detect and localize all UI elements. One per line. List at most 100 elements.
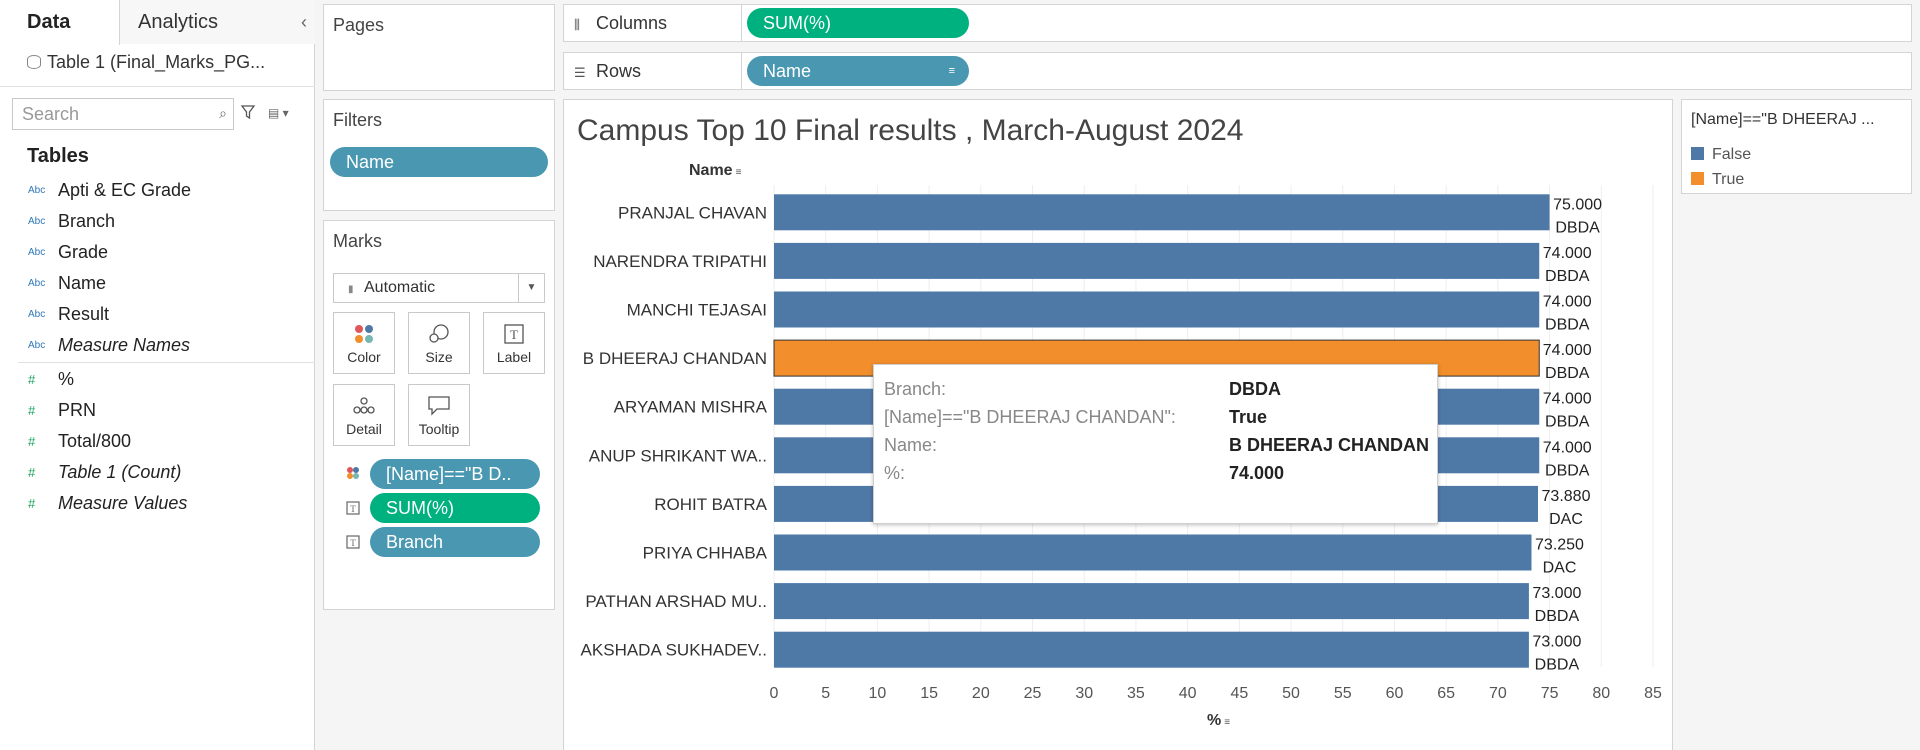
field-measure-values[interactable]: # Measure Values xyxy=(28,493,188,513)
x-tick-label: 40 xyxy=(1179,685,1197,702)
row-label: NARENDRA TRIPATHI xyxy=(593,252,767,271)
bar-chart-icon: ▮ xyxy=(348,284,354,295)
row-label: ROHIT BATRA xyxy=(654,495,767,514)
datasource[interactable]: Table 1 (Final_Marks_PG... xyxy=(27,52,265,73)
color-button[interactable]: Color xyxy=(333,312,395,374)
x-tick-label: 65 xyxy=(1437,685,1455,702)
string-type-icon: Abc xyxy=(28,216,46,227)
filters-shelf[interactable]: Filters Name xyxy=(323,99,555,211)
sort-icon: ≡ xyxy=(948,65,955,77)
mark-type-value: Automatic xyxy=(364,279,436,296)
rows-shelf[interactable]: ☰ Rows Name ≡ xyxy=(563,52,1912,90)
legend-swatch xyxy=(1691,147,1704,160)
row-label: PRANJAL CHAVAN xyxy=(618,203,767,222)
divider xyxy=(0,86,315,87)
field-grade[interactable]: Abc Grade xyxy=(28,242,109,262)
field-table-count[interactable]: # Table 1 (Count) xyxy=(28,462,182,482)
row-label: AKSHADA SUKHADEV.. xyxy=(581,641,767,660)
data-label-value: 74.000 xyxy=(1543,245,1592,262)
chart-title: Campus Top 10 Final results , March-Augu… xyxy=(577,114,1244,147)
data-label-value: 74.000 xyxy=(1543,391,1592,408)
field-branch[interactable]: Abc Branch xyxy=(28,211,116,231)
view-options-icon[interactable]: ▤ ▾ xyxy=(268,106,289,120)
label-icon: T xyxy=(504,324,524,344)
field-percent[interactable]: #% xyxy=(28,369,75,389)
search-placeholder: Search xyxy=(22,104,80,124)
datasource-icon xyxy=(27,55,41,69)
detail-label: Detail xyxy=(346,421,382,437)
columns-shelf[interactable]: ⫼ Columns SUM(%) xyxy=(563,4,1912,42)
data-label-branch: DBDA xyxy=(1545,317,1590,334)
detail-button[interactable]: Detail xyxy=(333,384,395,446)
data-label-value: 75.000 xyxy=(1553,196,1602,213)
label-field-pill-branch[interactable]: Branch xyxy=(370,527,540,557)
color-icon xyxy=(355,325,373,343)
number-type-icon: # xyxy=(28,372,36,387)
size-label: Size xyxy=(425,349,453,365)
search-icon: ⌕ xyxy=(219,105,227,121)
field-total-800[interactable]: # Total/800 xyxy=(28,431,132,451)
data-label-value: 74.000 xyxy=(1543,294,1592,311)
rows-label: ☰ Rows xyxy=(564,53,742,89)
x-tick-label: 15 xyxy=(920,685,938,702)
data-label-branch: DBDA xyxy=(1545,268,1590,285)
marks-label: Marks xyxy=(333,231,382,251)
rows-icon: ☰ xyxy=(574,65,586,80)
row-header[interactable]: Name ≡ xyxy=(689,162,742,179)
data-label-value: 74.000 xyxy=(1543,439,1592,456)
columns-icon: ⫼ xyxy=(574,17,580,32)
legend-item-true[interactable]: True xyxy=(1691,171,1744,189)
color-legend[interactable]: [Name]=="B DHEERAJ ... False True xyxy=(1681,99,1912,194)
row-label: PRIYA CHHABA xyxy=(643,544,768,563)
tab-analytics[interactable]: Analytics xyxy=(120,0,315,44)
color-field-pill[interactable]: [Name]=="B D.. xyxy=(370,459,540,489)
tooltip-label: Tooltip xyxy=(418,421,460,437)
columns-label: ⫼ Columns xyxy=(564,5,742,41)
number-type-icon: # xyxy=(28,496,36,511)
tooltip-button[interactable]: Tooltip xyxy=(408,384,470,446)
label-field-pill-sum[interactable]: SUM(%) xyxy=(370,493,540,523)
pane-tabs: Data Analytics ‹ xyxy=(0,0,315,45)
collapse-pane-icon[interactable]: ‹ xyxy=(301,12,307,32)
bar xyxy=(774,242,1540,279)
x-tick-label: 25 xyxy=(1024,685,1042,702)
sort-icon: ≡ xyxy=(735,167,742,178)
divider xyxy=(18,362,315,363)
filter-icon[interactable] xyxy=(240,104,256,120)
x-tick-label: 85 xyxy=(1644,685,1662,702)
field-name[interactable]: Abc Name xyxy=(28,273,107,293)
number-type-icon: # xyxy=(28,465,36,480)
string-type-icon: Abc xyxy=(28,185,46,196)
label-button[interactable]: T Label xyxy=(483,312,545,374)
size-icon xyxy=(429,324,449,343)
pages-label: Pages xyxy=(333,15,385,35)
mark-type-dropdown[interactable]: ▮ Automatic ▼ xyxy=(333,273,545,303)
bar xyxy=(774,194,1550,231)
data-label-branch: DBDA xyxy=(1535,608,1580,625)
pages-shelf[interactable]: Pages xyxy=(323,4,555,91)
search-input[interactable]: Search ⌕ xyxy=(12,98,234,130)
x-axis-title[interactable]: % ≡ xyxy=(1207,712,1231,729)
data-label-branch: DBDA xyxy=(1555,219,1600,236)
field-prn[interactable]: # PRN xyxy=(28,400,97,420)
string-type-icon: Abc xyxy=(28,309,46,320)
bar xyxy=(774,534,1532,571)
tooltip-popup: Branch: DBDA [Name]=="B DHEERAJ CHANDAN":… xyxy=(873,364,1438,524)
row-label: PATHAN ARSHAD MU.. xyxy=(585,592,767,611)
marks-card: Marks ▮ Automatic ▼ Color Size T Label De… xyxy=(323,220,555,610)
filter-pill-name[interactable]: Name xyxy=(330,147,548,177)
number-type-icon: # xyxy=(28,403,36,418)
legend-title: [Name]=="B DHEERAJ ... xyxy=(1691,111,1875,128)
tab-data[interactable]: Data xyxy=(0,0,120,45)
x-tick-label: 60 xyxy=(1386,685,1404,702)
x-tick-label: 80 xyxy=(1592,685,1610,702)
columns-pill-sum[interactable]: SUM(%) xyxy=(747,8,969,38)
legend-item-false[interactable]: False xyxy=(1691,146,1751,164)
field-apti-ec-grade[interactable]: Abc Apti & EC Grade xyxy=(28,180,192,200)
field-measure-names[interactable]: Abc Measure Names xyxy=(28,335,191,355)
tables-heading: Tables xyxy=(27,145,89,167)
field-result[interactable]: Abc Result xyxy=(28,304,110,324)
row-label: B DHEERAJ CHANDAN xyxy=(583,349,767,368)
rows-pill-name[interactable]: Name ≡ xyxy=(747,56,969,86)
size-button[interactable]: Size xyxy=(408,312,470,374)
